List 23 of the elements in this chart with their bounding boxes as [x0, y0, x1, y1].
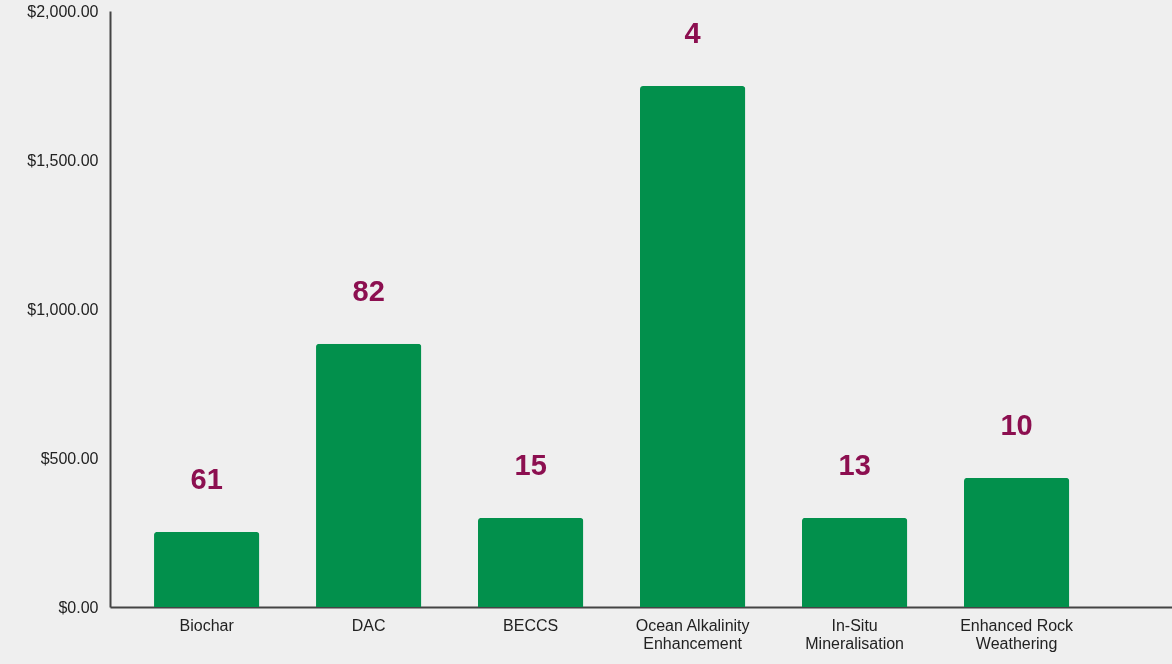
- bar: [963, 477, 1070, 607]
- y-tick-label: $2,000.00: [27, 2, 99, 20]
- y-tick-label: $500.00: [40, 449, 99, 467]
- y-tick-label: $1,000.00: [27, 300, 99, 318]
- annotation: 13: [838, 448, 871, 481]
- bar: [154, 531, 260, 607]
- annotation: 10: [1000, 408, 1033, 441]
- bar: [478, 517, 584, 607]
- bar: [801, 517, 908, 607]
- x-tick-label: Enhanced Rock Weathering: [960, 616, 1075, 652]
- x-tick-label: Biochar: [179, 616, 235, 634]
- bar: [316, 343, 422, 607]
- x-tick-label: BECCS: [503, 616, 559, 634]
- y-tick-label: $0.00: [58, 598, 99, 616]
- bar: [640, 86, 746, 607]
- x-tick-label: DAC: [351, 616, 386, 634]
- annotation: 4: [684, 17, 701, 50]
- annotation: 61: [190, 462, 223, 495]
- x-tick-label: Ocean Alkalinity Enhancement: [635, 616, 750, 652]
- annotation: 82: [352, 274, 385, 307]
- x-tick-label: In-Situ Mineralisation: [805, 616, 904, 652]
- annotation: 15: [514, 448, 547, 481]
- y-tick-label: $1,500.00: [27, 151, 99, 169]
